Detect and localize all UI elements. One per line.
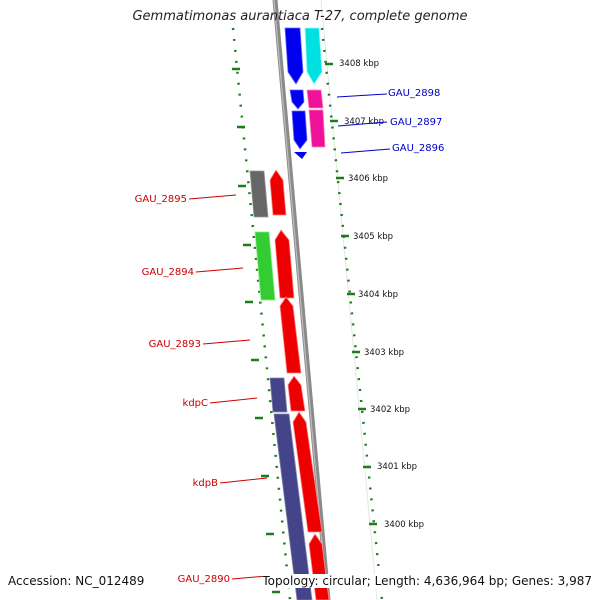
ruler-label: 3406 kbp xyxy=(348,174,388,184)
ruler-label: 3405 kbp xyxy=(353,232,393,242)
gene-arrow-blue-small xyxy=(294,152,307,159)
genome-title: Gemmatimonas aurantiaca T-27, complete g… xyxy=(132,9,468,24)
gene-label-GAU_2895[interactable]: GAU_2895 xyxy=(135,194,187,205)
leader-line-GAU_2898 xyxy=(336,93,388,98)
outer-track-outline xyxy=(320,0,378,600)
leader-line-GAU_2893 xyxy=(202,339,251,345)
gene-label-GAU_2896[interactable]: GAU_2896 xyxy=(392,143,444,154)
leader-line-GAU_2896 xyxy=(340,148,391,154)
right-tick-track xyxy=(320,27,384,600)
genome-backbone-highlight xyxy=(273,0,328,600)
gene-label-kdpC[interactable]: kdpC xyxy=(183,398,208,409)
genome-summary-text: Topology: circular; Length: 4,636,964 bp… xyxy=(262,574,592,588)
ruler-label: 3400 kbp xyxy=(384,520,424,530)
genome-summary: Topology: circular; Length: 4,636,964 bp… xyxy=(262,574,592,588)
gene-arrow-kdpC xyxy=(287,375,306,412)
ruler-label: 3407 kbp xyxy=(344,117,384,127)
gene-block-green xyxy=(254,231,276,301)
gene-arrow-GAU_2894 xyxy=(274,229,295,299)
leader-line-GAU_2894 xyxy=(195,267,244,273)
leader-line-kdpB xyxy=(219,477,268,484)
gene-label-GAU_2890[interactable]: GAU_2890 xyxy=(178,574,230,585)
gene-arrow-GAU_2898 xyxy=(284,27,304,85)
gene-block-slate xyxy=(269,377,288,413)
genome-backbone xyxy=(272,0,331,600)
gene-label-kdpB[interactable]: kdpB xyxy=(193,478,218,489)
leader-line-GAU_2897 xyxy=(337,121,388,127)
accession-text: Accession: NC_012489 xyxy=(8,574,145,588)
leader-line-GAU_2895 xyxy=(188,194,237,200)
gene-label-GAU_2894[interactable]: GAU_2894 xyxy=(142,267,194,278)
gene-arrow-GAU_2896 xyxy=(291,110,308,150)
right-major-ticks xyxy=(325,62,377,526)
ruler-label: 3408 kbp xyxy=(339,59,379,69)
gene-arrow-cyan xyxy=(304,27,323,85)
gene-arrow-GAU_2897 xyxy=(289,89,305,110)
gene-arrow-kdpB xyxy=(292,411,323,533)
gene-label-GAU_2897[interactable]: GAU_2897 xyxy=(390,117,442,128)
gene-label-GAU_2893[interactable]: GAU_2893 xyxy=(149,339,201,350)
left-tick-track xyxy=(231,27,292,600)
gene-arrow-GAU_2895 xyxy=(269,169,287,216)
left-major-ticks xyxy=(232,67,280,594)
gene-arrow-GAU_2893 xyxy=(279,296,302,374)
leader-line-kdpC xyxy=(209,397,258,404)
gene-arrow-magenta xyxy=(306,89,324,109)
ruler-label: 3401 kbp xyxy=(377,462,417,472)
ruler-label: 3403 kbp xyxy=(364,348,404,358)
gene-arrow-magenta xyxy=(308,109,326,148)
ruler-label: 3404 kbp xyxy=(358,290,398,300)
ruler-label: 3402 kbp xyxy=(370,405,410,415)
gene-label-GAU_2898[interactable]: GAU_2898 xyxy=(388,88,440,99)
gene-block-slate xyxy=(273,413,313,600)
gene-block-gray xyxy=(249,170,269,218)
